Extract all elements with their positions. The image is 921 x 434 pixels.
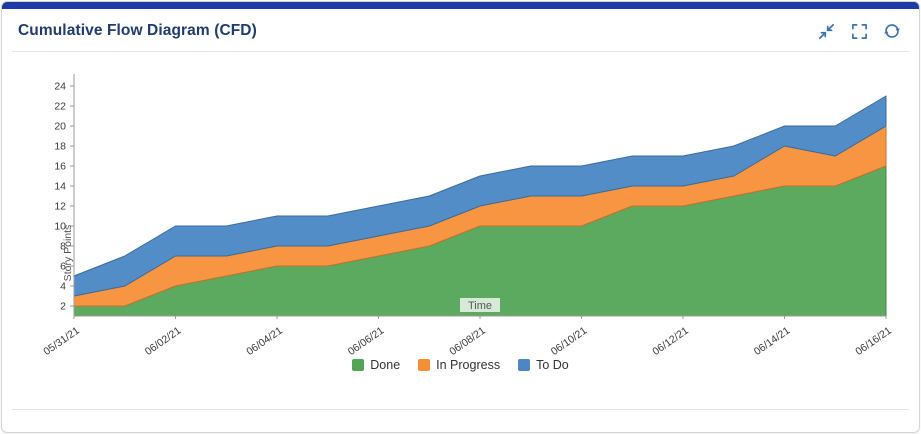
legend-label-in-progress: In Progress: [436, 358, 501, 372]
legend-item-to-do[interactable]: To Do: [518, 358, 569, 372]
x-tick-label: 06/04/21: [244, 325, 284, 356]
x-tick-label: 06/12/21: [650, 325, 690, 356]
y-tick-label: 22: [54, 101, 66, 113]
legend-swatch-done: [352, 359, 365, 371]
legend-item-done[interactable]: Done: [352, 358, 400, 372]
x-axis-title: Time: [468, 300, 492, 312]
x-tick-label: 06/06/21: [346, 325, 386, 356]
y-axis-title: Story Points: [62, 225, 74, 282]
area-to-do: [73, 95, 887, 297]
y-tick-label: 18: [54, 141, 66, 153]
y-tick-label: 6: [60, 261, 66, 273]
y-tick-label: 2: [60, 301, 66, 313]
legend-label-done: Done: [370, 358, 401, 372]
x-tick-label: 06/16/21: [853, 325, 893, 356]
top-accent-bar: [2, 2, 919, 9]
refresh-icon[interactable]: [883, 22, 901, 40]
x-tick-label: 06/08/21: [447, 325, 487, 356]
y-tick-label: 20: [54, 121, 66, 133]
chart-legend: Done In Progress To Do: [2, 358, 919, 372]
y-tick-label: 8: [60, 241, 66, 253]
legend-item-in-progress[interactable]: In Progress: [418, 358, 500, 372]
header-actions: [817, 22, 901, 40]
widget-title: Cumulative Flow Diagram (CFD): [18, 22, 257, 39]
fullscreen-icon[interactable]: [850, 22, 868, 40]
y-tick-label: 24: [54, 81, 66, 93]
header-divider: [12, 51, 909, 52]
x-tick-label: 06/02/21: [143, 325, 183, 356]
x-tick-label: 06/14/21: [752, 325, 792, 356]
legend-label-to-do: To Do: [536, 358, 569, 372]
chart-container: 2 4 6 8 10 12 14 16 18 20 22 24 05/31/21 06/02/21 06/0…: [2, 52, 919, 372]
y-tick-label: 10: [54, 221, 66, 233]
y-tick-label: 16: [54, 161, 66, 173]
collapse-icon[interactable]: [817, 22, 835, 40]
x-axis-title-backing: [460, 298, 500, 312]
widget-header: Cumulative Flow Diagram (CFD): [2, 9, 919, 51]
y-tick-label: 12: [54, 201, 66, 213]
legend-swatch-to-do: [518, 359, 531, 371]
y-tick-label: 4: [60, 281, 66, 293]
y-tick-label: 14: [54, 181, 66, 193]
x-tick-label: 05/31/21: [41, 325, 81, 356]
footer-divider: [12, 409, 909, 410]
x-tick-label: 06/10/21: [549, 325, 589, 356]
legend-swatch-in-progress: [418, 359, 431, 371]
